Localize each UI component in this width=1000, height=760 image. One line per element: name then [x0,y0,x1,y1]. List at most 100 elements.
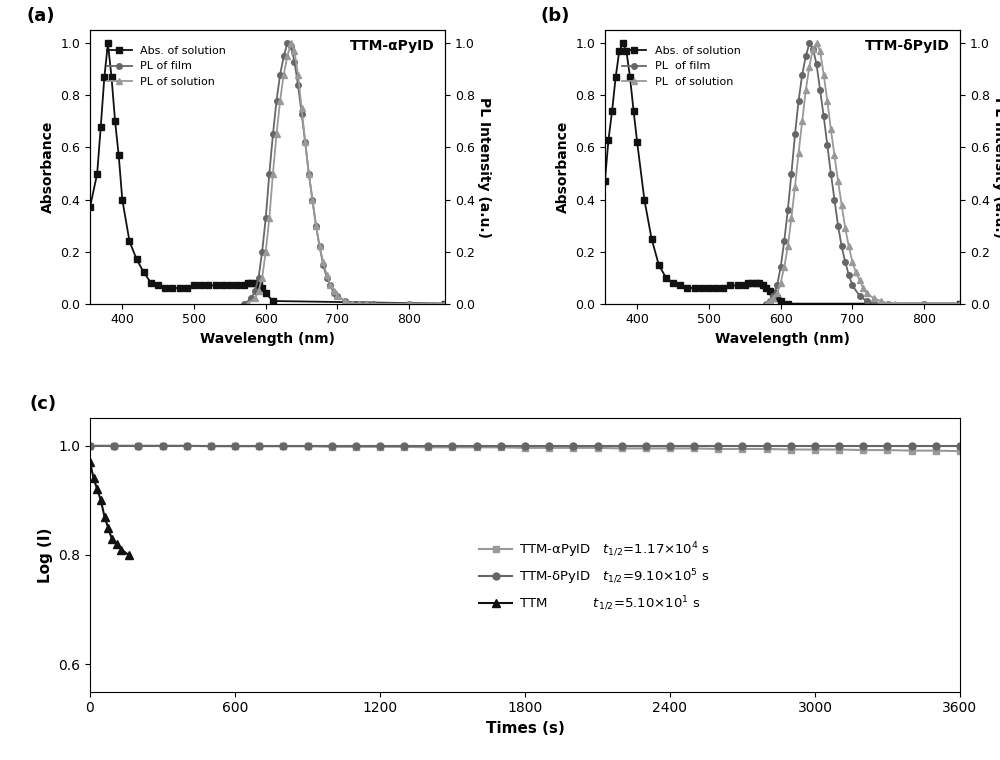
Abs. of solution [667,278,679,287]
Text: (a): (a) [26,7,55,25]
TTM-δPyID [712,441,724,450]
Text: TTM-δPyID: TTM-δPyID [864,39,949,52]
Abs. of solution [764,286,776,295]
TTM-δPyID [857,441,869,450]
Abs. of solution [439,299,451,309]
Abs. of solution [217,281,229,290]
PL  of film [767,291,779,300]
TTM-αPyID [398,442,410,451]
PL  of film [854,291,866,300]
TTM-δPyID [302,441,314,450]
TTM-αPyID [326,442,338,451]
TTM-αPyID [495,443,507,452]
PL  of solution [775,278,787,287]
PL of solution [256,273,268,282]
Line: Abs. of solution: Abs. of solution [87,40,448,306]
Abs. of solution [703,283,715,293]
Text: TTM-αPyID: TTM-αPyID [350,39,434,52]
PL of solution [260,247,272,256]
TTM [106,534,118,543]
PL  of film [775,263,787,272]
TTM-αPyID [422,443,434,452]
Abs. of solution [131,255,143,264]
PL  of solution [868,294,880,303]
TTM-δPyID [374,441,386,450]
Y-axis label: PL Intensity (a.u.): PL Intensity (a.u.) [477,97,491,238]
TTM [91,485,103,494]
X-axis label: Wavelength (nm): Wavelength (nm) [200,332,335,346]
PL of film [321,273,333,282]
TTM-δPyID [108,441,120,450]
PL of solution [299,138,311,147]
PL of solution [439,299,451,309]
PL  of film [882,299,894,309]
PL  of solution [803,62,815,71]
TTM-δPyID [616,441,628,450]
Abs. of solution [138,268,150,277]
TTM-αPyID [567,443,579,452]
Abs. of solution [116,195,128,204]
PL of solution [296,104,308,113]
TTM-δPyID [350,441,362,450]
PL  of film [868,299,880,309]
Abs. of solution [757,281,769,290]
PL  of solution [828,150,840,160]
PL of solution [339,296,351,306]
PL  of solution [818,70,830,79]
Abs. of solution [767,289,779,298]
PL of solution [285,39,297,48]
PL  of solution [839,223,851,233]
Abs. of solution [674,281,686,290]
PL  of solution [767,294,779,303]
TTM-αPyID [84,441,96,450]
Legend: TTM-αPyID   $t_{1/2}$=1.17$\times$10$^{4}$ s, TTM-δPyID   $t_{1/2}$=9.10$\times$: TTM-αPyID $t_{1/2}$=1.17$\times$10$^{4}$… [479,540,710,613]
PL of film [271,96,283,105]
Line: TTM-δPyID: TTM-δPyID [87,442,963,449]
TTM-αPyID [616,444,628,453]
PL of film [328,289,340,298]
TTM-αPyID [253,442,265,451]
Abs. of solution [113,150,125,160]
Abs. of solution [106,73,118,82]
PL  of film [828,195,840,204]
Abs. of solution [249,278,261,287]
Abs. of solution [771,294,783,303]
Abs. of solution [267,296,279,306]
TTM-αPyID [132,441,144,450]
PL of film [274,70,286,79]
Abs. of solution [253,281,265,290]
Abs. of solution [620,46,632,55]
PL  of solution [843,242,855,251]
PL of film [353,299,365,309]
TTM-αPyID [906,446,918,455]
TTM-δPyID [422,441,434,450]
PL  of film [954,299,966,309]
Abs. of solution [746,278,758,287]
PL of film [317,260,329,269]
PL of solution [278,70,290,79]
PL  of film [800,52,812,61]
Abs. of solution [638,195,650,204]
TTM-αPyID [712,445,724,454]
Abs. of solution [260,289,272,298]
PL  of film [789,130,801,139]
TTM-δPyID [640,441,652,450]
Abs. of solution [238,281,250,290]
Abs. of solution [760,283,772,293]
Abs. of solution [181,283,193,293]
PL  of solution [771,289,783,298]
PL  of film [811,60,823,69]
PL of solution [242,299,254,309]
PL  of film [778,236,790,245]
Abs. of solution [710,283,722,293]
TTM [123,550,135,559]
PL  of solution [764,296,776,306]
PL of solution [310,221,322,230]
TTM-αPyID [954,447,966,456]
TTM-δPyID [205,441,217,450]
PL  of film [843,271,855,280]
PL of film [346,299,358,309]
PL of solution [346,299,358,309]
PL  of solution [796,117,808,126]
PL of solution [317,258,329,267]
